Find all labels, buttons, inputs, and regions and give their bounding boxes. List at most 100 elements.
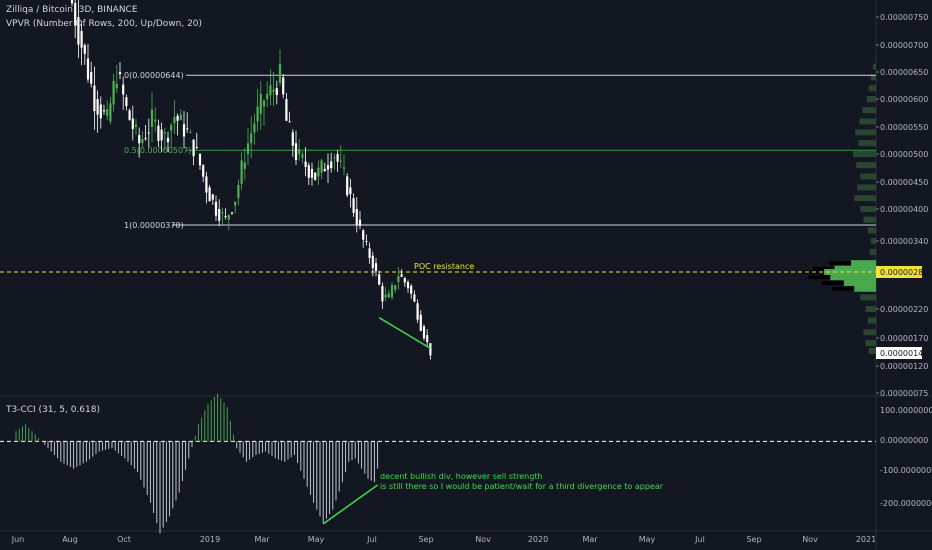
fib-level-label: 0.5(0.00000507) [124,146,191,155]
symbol-legend[interactable]: Zilliqa / Bitcoin, 3D, BINANCE [6,4,138,16]
volume-row [863,216,876,223]
price-candles [70,0,432,360]
candle-body [416,303,419,320]
candle-body [378,274,381,285]
candle-body [90,72,93,84]
volume-row-down [808,275,831,280]
candle-body [342,167,346,169]
candle-body [298,148,301,154]
candle-body [134,124,138,127]
price-tick-label: 0.00000750 [880,13,928,22]
price-tick-label: 0.00000550 [880,123,928,132]
volume-row [869,249,876,256]
candle-body [221,212,224,214]
candle-body [310,168,314,178]
candle-body [86,58,90,80]
candle-body [272,89,275,92]
candle-body [387,293,390,298]
candle-body [83,45,86,54]
time-tick-label: Mar [582,535,598,544]
candle-body [166,137,170,143]
volume-row [858,140,876,147]
time-tick-label: Jun [11,535,25,544]
volume-row [862,107,876,114]
candle-body [314,172,317,180]
candle-body [198,154,202,166]
cci-title: T3-CCI (31, 5, 0.618) [6,405,100,415]
candle-body [371,255,374,269]
volume-row [867,317,876,324]
cci-histogram [0,393,876,534]
volume-row-down [821,280,844,285]
cci-tick-label: 0.00000000 [880,436,928,445]
annotations[interactable]: POC resistance decent bullish div, howeve… [322,262,664,525]
candle-body [362,230,365,240]
candle-body [269,85,272,96]
candle-body [259,93,262,114]
candle-body [218,209,221,221]
fib-level-label: 0(0.00000644) [124,71,184,80]
candle-body [397,276,400,283]
time-tick-label: 2021 [856,535,876,544]
volume-row [857,184,876,191]
fib-retracement[interactable]: 0(0.00000644) 0.5(0.00000507) 1(0.00000370… [0,71,876,273]
time-tick-label: Sep [418,535,433,544]
price-tick-label: 0.00000141 [880,349,928,358]
candle-body [320,160,323,173]
time-tick-label: Sep [746,535,761,544]
candle-body [115,83,118,89]
symbol-title: Zilliqa / Bitcoin, 3D, BINANCE [6,5,138,15]
candle-body [205,176,208,193]
candle-body [352,198,355,213]
vpvr-title: VPVR (Number Of Rows, 200, Up/Down, 20) [6,19,203,29]
candle-body [406,282,410,289]
cci-tick-label: -100.0000000 [880,466,932,475]
candle-body [125,97,128,107]
volume-row [830,274,876,281]
candle-body [336,154,339,162]
candle-body [381,285,384,302]
candle-body [384,294,387,298]
candle-body [394,285,397,290]
price-tick-label: 0.00000075 [880,389,928,398]
price-tick-label: 0.00000600 [880,95,928,104]
volume-row [868,85,876,92]
candle-body [192,139,195,157]
candle-body [304,161,307,167]
candle-body [346,176,349,196]
price-tick-label: 0.00000700 [880,41,928,50]
candle-body [96,99,99,115]
candle-body [355,209,358,226]
candle-body [291,132,294,146]
candle-body [70,0,74,4]
volume-row [867,227,876,234]
price-tick-label: 0.00000650 [880,68,928,77]
candle-body [294,143,298,160]
candle-body [150,109,154,127]
cci-legend[interactable]: T3-CCI (31, 5, 0.618) [6,404,100,416]
candle-body [211,194,214,200]
volume-row [843,279,876,286]
candle-body [77,17,80,45]
volume-row [851,260,876,267]
candle-body [138,135,141,144]
vpvr-legend[interactable]: VPVR (Number Of Rows, 200, Up/Down, 20) [6,18,202,30]
candle-body [109,103,112,122]
price-tick-label: 0.00000120 [880,362,928,371]
candle-body [122,84,125,95]
candle-body [275,88,278,96]
candle-body [163,132,166,134]
candle-body [282,77,285,95]
volume-row-down [812,266,835,271]
time-tick-label: Nov [475,535,491,544]
time-tick-label: Jul [694,535,705,544]
poc-annotation: POC resistance [414,262,474,271]
cci-divergence-line [322,484,379,525]
volume-row [834,265,876,272]
volume-row [865,306,876,312]
candle-body [400,274,403,277]
poc-price-box [876,266,922,278]
candle-body [237,184,240,199]
candle-body [288,121,291,123]
